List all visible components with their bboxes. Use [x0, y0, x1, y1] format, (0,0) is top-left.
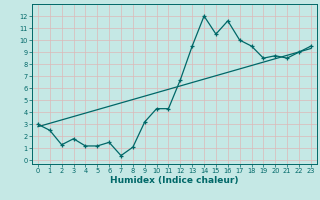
- X-axis label: Humidex (Indice chaleur): Humidex (Indice chaleur): [110, 176, 239, 185]
